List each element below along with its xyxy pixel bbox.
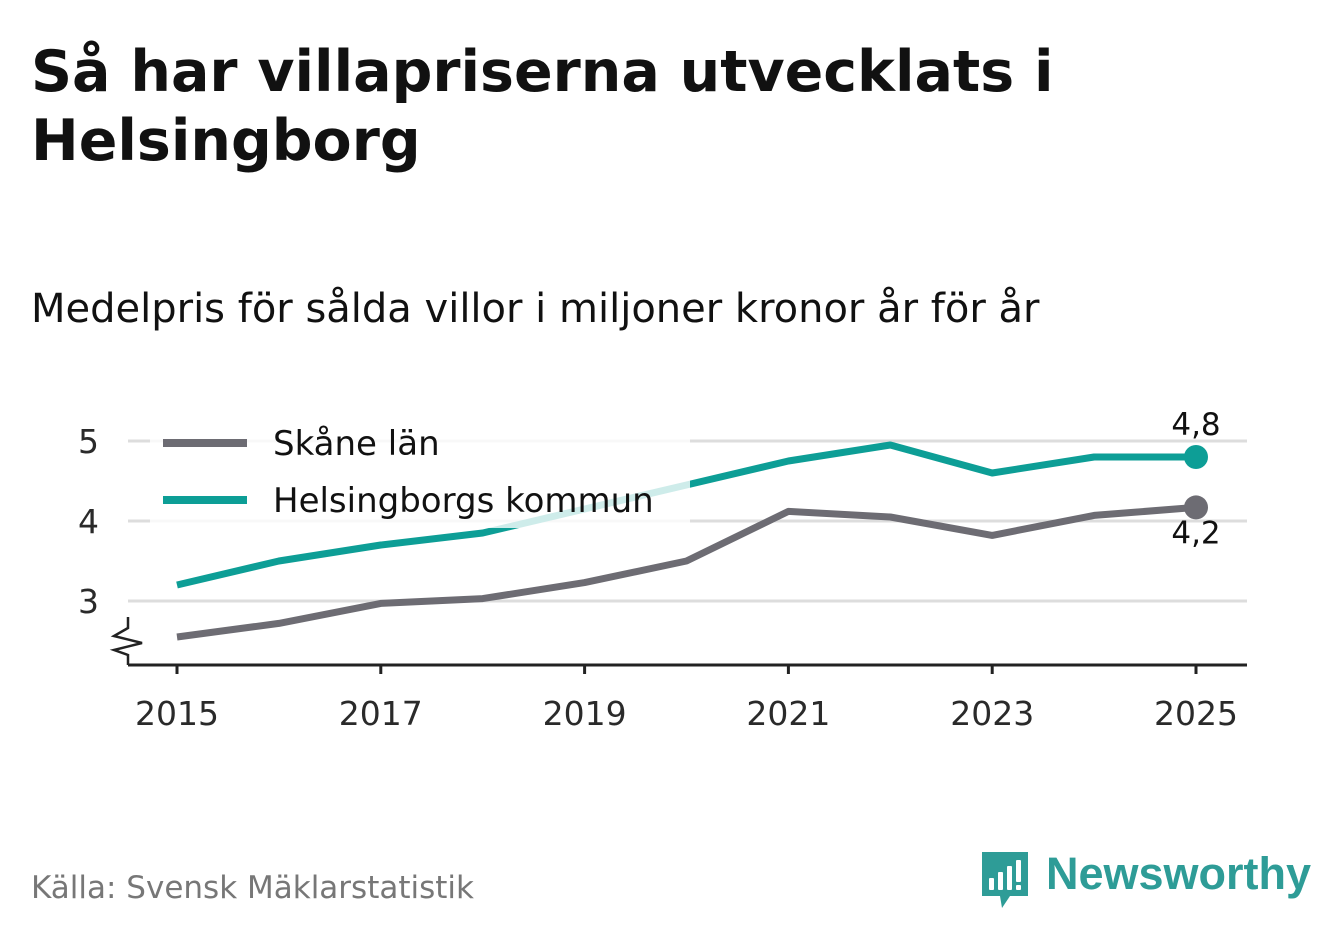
axes: 3 4 5 2015 2017 2019 2021 2023 2025 <box>78 422 1247 733</box>
series-end-marker-1 <box>1184 445 1208 469</box>
legend-label: Skåne län <box>273 424 440 464</box>
end-value-label: 4,2 <box>1171 515 1220 551</box>
x-tick-label: 2017 <box>339 694 423 733</box>
legend-background <box>150 418 690 528</box>
end-value-label: 4,8 <box>1171 407 1220 443</box>
end-labels: 4,2 4,8 <box>1171 407 1220 551</box>
y-tick-label: 5 <box>78 422 99 461</box>
series-end-marker-0 <box>1184 495 1208 520</box>
brand-name: Newsworthy <box>1046 848 1312 899</box>
chart-title: Så har villapriserna utvecklats i Helsin… <box>31 39 1054 174</box>
legend-label: Helsingborgs kommun <box>273 481 654 521</box>
brand-logo: Newsworthy <box>980 848 1311 910</box>
chart-subtitle: Medelpris för sålda villor i miljoner kr… <box>31 286 1040 332</box>
y-tick-label: 4 <box>78 502 99 541</box>
x-tick-label: 2019 <box>543 694 627 733</box>
y-tick-label: 3 <box>78 582 99 621</box>
x-tick-label: 2025 <box>1154 694 1238 733</box>
x-tick-label: 2021 <box>746 694 830 733</box>
newsworthy-logo-icon <box>982 852 1028 908</box>
series-line-0 <box>176 503 1197 641</box>
source-note: Källa: Svensk Mäklarstatistik <box>31 870 474 906</box>
x-tick-label: 2015 <box>135 694 219 733</box>
axis-break-icon <box>109 617 143 665</box>
legend: Skåne län Helsingborgs kommun <box>150 418 690 528</box>
x-tick-label: 2023 <box>950 694 1034 733</box>
